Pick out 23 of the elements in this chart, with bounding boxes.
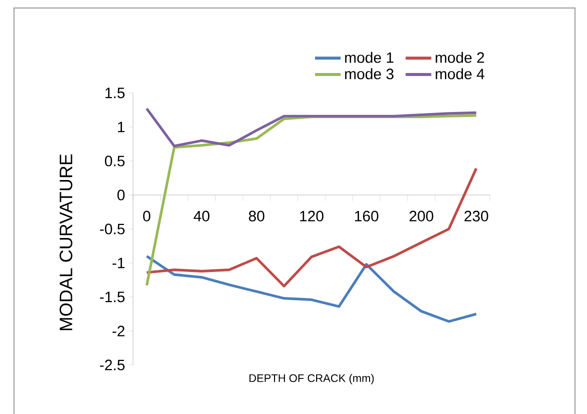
y-tick-label: 0.5 [104,156,125,166]
y-tick-label: -1.5 [100,292,125,302]
x-tick-label: 200 [410,210,434,222]
line-series [145,254,478,323]
y-axis-title: MODAL CURVATURE [60,154,72,330]
y-tick-label: 1 [118,122,124,132]
x-axis-title: DEPTH OF CRACK (mm) [249,374,374,384]
legend-label: mode 1 [345,52,394,63]
x-tick-label: 160 [355,210,378,222]
legend-label: mode 4 [436,68,484,80]
x-tick-label: 80 [248,210,264,222]
y-tick-label: -0.5 [100,224,125,234]
x-tick-label: 120 [300,210,324,222]
y-tick-label: 1.5 [105,88,125,98]
y-tick-label: -2 [112,326,124,336]
y-tick-label: -2.5 [100,360,125,370]
legend-label: mode 2 [436,52,484,63]
x-tick-label: 230 [464,210,488,222]
legend-label: mode 3 [345,68,394,80]
y-tick-label: -1 [112,258,124,268]
x-tick-label: 40 [194,210,210,222]
x-tick-label: 0 [143,210,150,222]
y-tick-label: 0 [117,190,125,200]
